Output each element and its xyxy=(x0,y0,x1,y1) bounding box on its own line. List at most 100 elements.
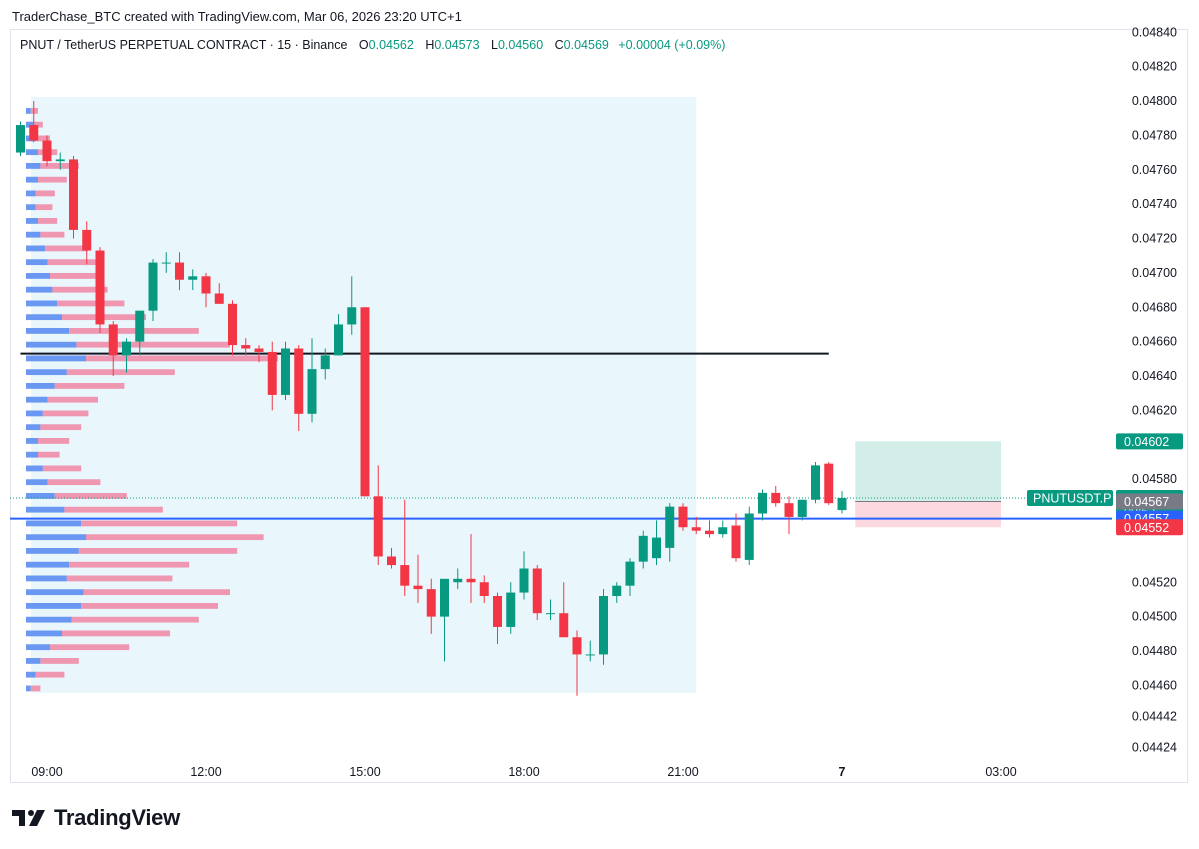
candle-up xyxy=(148,262,158,311)
candle-up xyxy=(665,506,675,548)
volume-profile-buy-bar xyxy=(26,479,48,486)
volume-profile-sell-bar xyxy=(47,396,98,403)
y-axis-tick-label: 0.04424 xyxy=(1132,740,1177,754)
volume-profile-buy-bar xyxy=(26,383,55,389)
stop-price-tag-text: 0.04552 xyxy=(1124,521,1169,535)
entry-price-tag[interactable]: 0.04567 xyxy=(1116,493,1183,510)
candle-up xyxy=(519,568,529,593)
chart-frame[interactable] xyxy=(10,29,1188,783)
candle-up xyxy=(440,578,449,617)
candle-down xyxy=(705,530,714,535)
candle-up xyxy=(652,537,661,559)
volume-profile-sell-bar xyxy=(50,644,130,651)
volume-profile-sell-bar xyxy=(38,176,67,183)
y-axis-tick-label: 0.04820 xyxy=(1132,60,1177,74)
tradingview-logo-icon[interactable] xyxy=(12,808,46,828)
x-axis-tick-label: 7 xyxy=(839,765,846,779)
symbol-title[interactable]: PNUT / TetherUS PERPETUAL CONTRACT · 15 … xyxy=(20,38,348,52)
volume-profile-buy-bar xyxy=(26,369,67,376)
volume-profile-buy-bar xyxy=(26,451,38,458)
volume-profile-sell-bar xyxy=(35,671,65,678)
candle-up xyxy=(135,310,145,342)
stop-price-tag[interactable]: 0.04552 xyxy=(1116,519,1183,536)
volume-profile-sell-bar xyxy=(38,438,70,444)
candle-up xyxy=(612,585,622,596)
volume-profile-sell-bar xyxy=(76,341,231,348)
volume-profile-buy-bar xyxy=(26,176,38,183)
change-value: +0.00004 (+0.09%) xyxy=(618,38,726,52)
y-axis-tick-label: 0.04720 xyxy=(1132,232,1177,246)
volume-profile-buy-bar xyxy=(26,493,55,499)
target-price-tag[interactable]: 0.04602 xyxy=(1116,433,1183,450)
volume-profile-sell-bar xyxy=(35,135,50,142)
volume-profile-buy-bar xyxy=(26,231,41,238)
candle-down xyxy=(373,496,383,557)
volume-profile-buy-bar xyxy=(26,273,50,279)
volume-profile-buy-bar xyxy=(26,685,31,692)
volume-profile-buy-bar xyxy=(26,658,41,664)
candle-down xyxy=(784,503,794,517)
candle-up xyxy=(307,369,317,414)
volume-profile-sell-bar xyxy=(64,506,163,513)
volume-profile-buy-bar xyxy=(26,603,82,609)
volume-profile-sell-bar xyxy=(47,259,96,266)
volume-profile-sell-bar xyxy=(40,163,79,169)
candle-down xyxy=(678,506,688,528)
entry-price-tag-box xyxy=(1116,493,1183,510)
stop-zone xyxy=(855,501,1001,528)
candle-down xyxy=(572,637,582,655)
volume-profile-buy-bar xyxy=(26,575,67,582)
volume-profile-sell-bar xyxy=(42,465,82,472)
candle-down xyxy=(493,596,502,627)
candle-up xyxy=(453,578,463,583)
volume-profile-buy-bar xyxy=(26,534,86,541)
y-axis-tick-label: 0.04580 xyxy=(1132,472,1177,486)
volume-profile-sell-bar xyxy=(81,520,238,527)
volume-profile-sell-bar xyxy=(45,245,89,252)
candle-up xyxy=(506,592,516,627)
x-axis-tick-label: 18:00 xyxy=(508,765,539,779)
volume-profile-sell-bar xyxy=(83,589,230,596)
volume-profile-buy-bar xyxy=(26,465,43,472)
symbol-label-text: PNUTUSDT.P xyxy=(1033,492,1111,506)
volume-profile-sell-bar xyxy=(86,355,278,362)
y-axis-tick-label: 0.04620 xyxy=(1132,403,1177,417)
tradingview-brand[interactable]: TradingView xyxy=(54,805,180,830)
volume-profile-buy-bar xyxy=(26,108,31,114)
volume-profile-sell-bar xyxy=(57,300,125,307)
y-axis-tick-label: 0.04780 xyxy=(1132,128,1177,142)
volume-profile-buy-bar xyxy=(26,424,41,431)
volume-profile-buy-bar xyxy=(26,328,70,334)
volume-profile-sell-bar xyxy=(50,273,101,279)
volume-profile-sell-bar xyxy=(66,369,175,376)
volume-profile-buy-bar xyxy=(26,286,53,293)
target-price-tag-text: 0.04602 xyxy=(1124,435,1169,449)
volume-profile-sell-bar xyxy=(71,616,199,623)
low-label: L xyxy=(491,38,498,52)
candle-down xyxy=(108,324,118,356)
candle-down xyxy=(175,262,184,280)
target-zone xyxy=(855,441,1001,502)
stop-price-tag-box xyxy=(1116,519,1183,536)
chart-credit: TraderChase_BTC created with TradingView… xyxy=(12,9,462,24)
candle-down xyxy=(771,492,781,504)
candle-up xyxy=(585,654,595,656)
candle-down xyxy=(731,525,741,559)
volume-profile-sell-bar xyxy=(54,383,125,389)
volume-profile-buy-bar xyxy=(26,589,84,596)
candle-up xyxy=(55,159,65,162)
candle-down xyxy=(360,307,370,497)
candle-up xyxy=(758,492,767,514)
volume-profile-buy-bar xyxy=(26,121,34,128)
candle-down xyxy=(691,527,701,531)
candle-down xyxy=(254,348,264,352)
y-axis-tick-label: 0.04520 xyxy=(1132,575,1177,589)
volume-profile-sell-bar xyxy=(30,108,38,114)
volume-profile-sell-bar xyxy=(33,121,43,128)
volume-profile-buy-bar xyxy=(26,438,38,444)
volume-profile-buy-bar xyxy=(26,300,58,307)
volume-profile-buy-bar xyxy=(26,548,79,554)
volume-profile-buy-bar xyxy=(26,218,38,224)
candle-up xyxy=(638,535,648,562)
